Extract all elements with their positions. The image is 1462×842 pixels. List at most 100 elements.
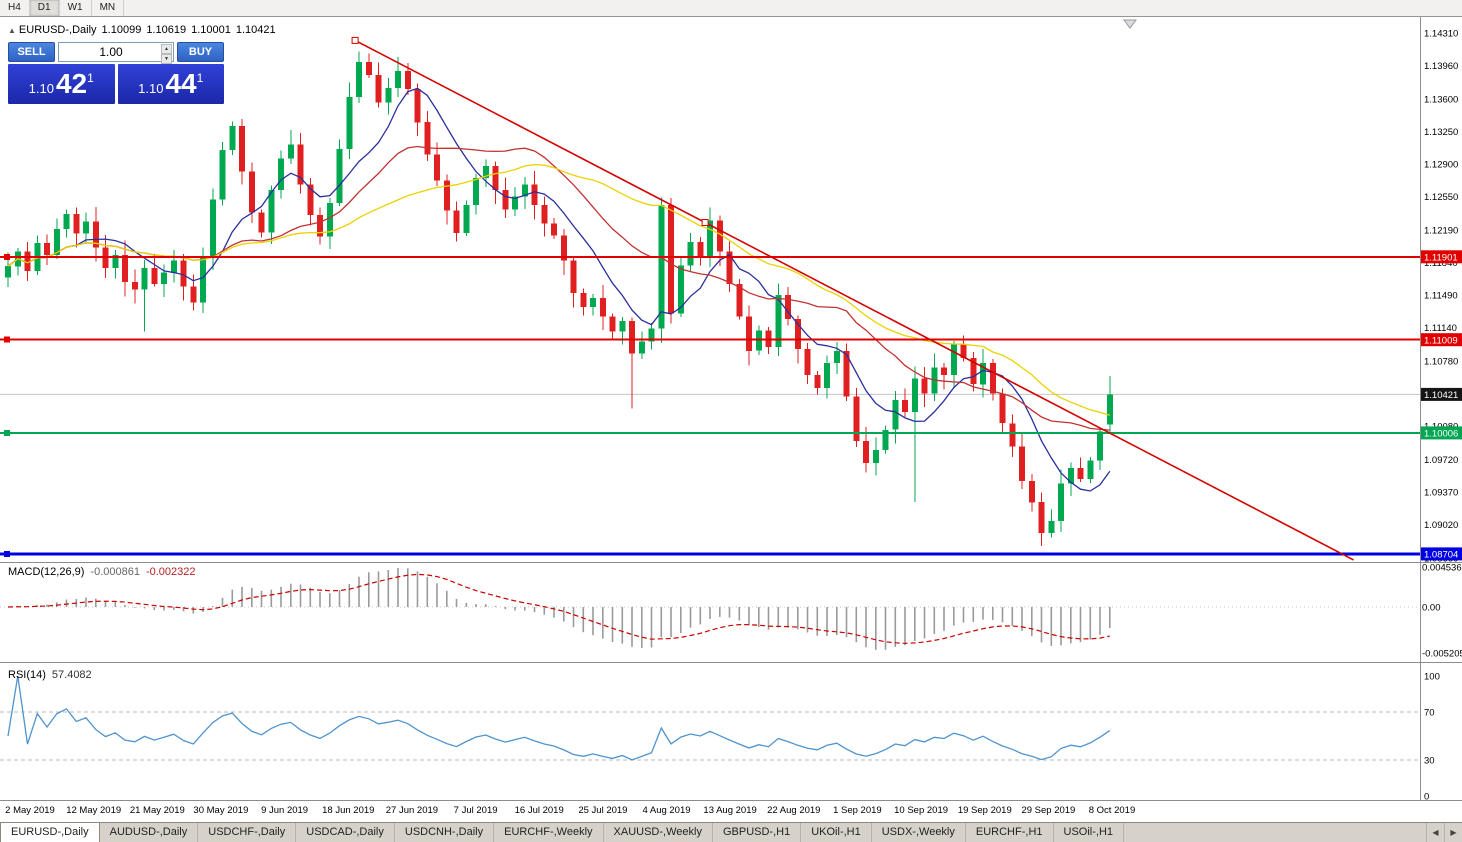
svg-text:2 May 2019: 2 May 2019 xyxy=(5,805,55,816)
timeframe-d1-button[interactable]: D1 xyxy=(29,0,60,16)
horizontal-levels[interactable] xyxy=(0,253,1420,557)
macd-axis: 0.004536 0.00 -0.005205 xyxy=(1422,563,1462,660)
trendline-anchor xyxy=(701,219,709,226)
svg-text:1.09020: 1.09020 xyxy=(1424,520,1458,531)
svg-text:4 Aug 2019: 4 Aug 2019 xyxy=(642,805,690,816)
buy-price-big: 44 xyxy=(165,68,197,99)
price-badge: 1.08704 xyxy=(1421,547,1462,561)
svg-text:1.10780: 1.10780 xyxy=(1424,357,1458,368)
svg-text:27 Jun 2019: 27 Jun 2019 xyxy=(386,805,438,816)
low-value: 1.10001 xyxy=(191,24,231,36)
chart-tab[interactable]: USDCHF-,Daily xyxy=(198,823,297,842)
chart-tabs-bar: EURUSD-,Daily AUDUSD-,Daily USDCHF-,Daily U… xyxy=(0,822,1462,842)
svg-text:1.13600: 1.13600 xyxy=(1424,95,1458,106)
moving-average-line xyxy=(7,87,1111,492)
svg-text:1.11140: 1.11140 xyxy=(1424,323,1457,334)
volume-down-icon[interactable]: ▼ xyxy=(161,54,172,64)
open-value: 1.10099 xyxy=(101,24,142,36)
svg-text:1.10421: 1.10421 xyxy=(1424,390,1458,401)
svg-text:1.11901: 1.11901 xyxy=(1424,253,1458,264)
svg-text:9 Jun 2019: 9 Jun 2019 xyxy=(261,805,308,816)
svg-text:21 May 2019: 21 May 2019 xyxy=(130,805,185,816)
tab-scroll-left-icon[interactable]: ◀ xyxy=(1426,823,1444,842)
volume-box: ▲ ▼ xyxy=(58,42,174,64)
trendline-anchor xyxy=(351,36,359,44)
svg-text:1.11490: 1.11490 xyxy=(1424,291,1458,302)
price-badge: 1.11901 xyxy=(1421,250,1462,264)
price-axis[interactable]: 1.14310 1.13960 1.13600 1.13250 1.12900 1.125… xyxy=(1424,29,1458,565)
timeframe-mn-button[interactable]: MN xyxy=(92,0,125,16)
timeframe-h4-button[interactable]: H4 xyxy=(0,0,30,16)
sell-price-panel[interactable]: 1.10 42 1 xyxy=(8,64,115,104)
macd-name: MACD(12,26,9) xyxy=(8,566,85,578)
rsi-line xyxy=(7,675,1111,761)
rsi-name: RSI(14) xyxy=(8,669,46,681)
rsi-value: 57.4082 xyxy=(51,669,92,681)
svg-text:1.11009: 1.11009 xyxy=(1424,336,1458,347)
svg-text:19 Sep 2019: 19 Sep 2019 xyxy=(958,805,1012,816)
buy-button[interactable]: BUY xyxy=(177,42,224,62)
svg-text:1.14310: 1.14310 xyxy=(1424,29,1458,40)
svg-text:1.13960: 1.13960 xyxy=(1424,61,1458,72)
chart-canvas[interactable]: 1.14310 1.13960 1.13600 1.13250 1.12900 1.125… xyxy=(0,17,1462,822)
high-value: 1.10619 xyxy=(146,24,187,36)
date-axis[interactable]: 2 May 2019 12 May 2019 21 May 2019 30 May 2… xyxy=(5,805,1135,816)
chart-tab[interactable]: EURCHF-,Weekly xyxy=(494,823,604,842)
macd-main-value: -0.000861 xyxy=(90,566,140,578)
sell-price-prefix: 1.10 xyxy=(28,81,54,96)
svg-text:12 May 2019: 12 May 2019 xyxy=(66,805,121,816)
rsi-axis: 100 70 30 0 xyxy=(1424,672,1440,803)
svg-text:30 May 2019: 30 May 2019 xyxy=(193,805,248,816)
trendline[interactable] xyxy=(351,36,1354,561)
chart-tab[interactable]: USOil-,H1 xyxy=(1054,823,1125,842)
svg-text:16 Jul 2019: 16 Jul 2019 xyxy=(515,805,564,816)
svg-text:-0.005205: -0.005205 xyxy=(1422,648,1462,659)
svg-text:13 Aug 2019: 13 Aug 2019 xyxy=(703,805,756,816)
svg-text:1.08704: 1.08704 xyxy=(1424,550,1458,561)
svg-text:29 Sep 2019: 29 Sep 2019 xyxy=(1021,805,1075,816)
svg-text:1.12900: 1.12900 xyxy=(1424,160,1458,171)
candles xyxy=(5,51,1113,546)
chart-shift-marker-icon[interactable] xyxy=(1123,19,1137,29)
symbol-period-label: EURUSD-,Daily xyxy=(18,24,97,36)
collapse-arrow-icon[interactable]: ▲ xyxy=(8,26,16,35)
tab-scroll-right-icon[interactable]: ▶ xyxy=(1444,823,1462,842)
chart-tab[interactable]: USDX-,Weekly xyxy=(872,823,966,842)
svg-text:1.09720: 1.09720 xyxy=(1424,455,1458,466)
svg-text:7 Jul 2019: 7 Jul 2019 xyxy=(454,805,498,816)
chart-tab[interactable]: UKOil-,H1 xyxy=(801,823,872,842)
macd-signal-value: -0.002322 xyxy=(145,566,196,578)
buy-price-sup: 1 xyxy=(196,71,204,85)
svg-text:8 Oct 2019: 8 Oct 2019 xyxy=(1089,805,1135,816)
moving-average-line xyxy=(7,163,1110,416)
svg-text:25 Jul 2019: 25 Jul 2019 xyxy=(578,805,627,816)
close-value: 1.10421 xyxy=(235,24,276,36)
chart-tab[interactable]: USDCAD-,Daily xyxy=(296,823,395,842)
volume-input[interactable] xyxy=(59,43,173,61)
chart-tab[interactable]: GBPUSD-,H1 xyxy=(713,823,802,842)
buy-price-panel[interactable]: 1.10 44 1 xyxy=(117,64,224,104)
svg-text:70: 70 xyxy=(1424,708,1435,719)
svg-text:0.00: 0.00 xyxy=(1422,603,1441,614)
svg-text:1.09370: 1.09370 xyxy=(1424,488,1458,499)
volume-up-icon[interactable]: ▲ xyxy=(161,44,172,54)
moving-average-line xyxy=(7,145,1110,431)
macd-label: MACD(12,26,9) -0.000861 -0.002322 xyxy=(8,566,202,578)
chart-tab[interactable]: AUDUSD-,Daily xyxy=(100,823,199,842)
sell-button[interactable]: SELL xyxy=(8,42,55,62)
macd-histogram xyxy=(16,568,1111,650)
chart-tab[interactable]: XAUUSD-,Weekly xyxy=(604,823,713,842)
chart-tab[interactable]: USDCNH-,Daily xyxy=(395,823,495,842)
timeframe-w1-button[interactable]: W1 xyxy=(60,0,92,16)
svg-text:10 Sep 2019: 10 Sep 2019 xyxy=(894,805,948,816)
chart-tab[interactable]: EURUSD-,Daily xyxy=(0,823,100,842)
rsi-label: RSI(14) 57.4082 xyxy=(8,669,98,681)
svg-text:1 Sep 2019: 1 Sep 2019 xyxy=(833,805,882,816)
svg-text:1.12190: 1.12190 xyxy=(1424,226,1458,237)
chart-tab[interactable]: EURCHF-,H1 xyxy=(966,823,1054,842)
svg-text:30: 30 xyxy=(1424,756,1435,767)
svg-text:18 Jun 2019: 18 Jun 2019 xyxy=(322,805,374,816)
svg-text:0.004536: 0.004536 xyxy=(1422,563,1462,574)
sell-price-sup: 1 xyxy=(87,71,94,85)
